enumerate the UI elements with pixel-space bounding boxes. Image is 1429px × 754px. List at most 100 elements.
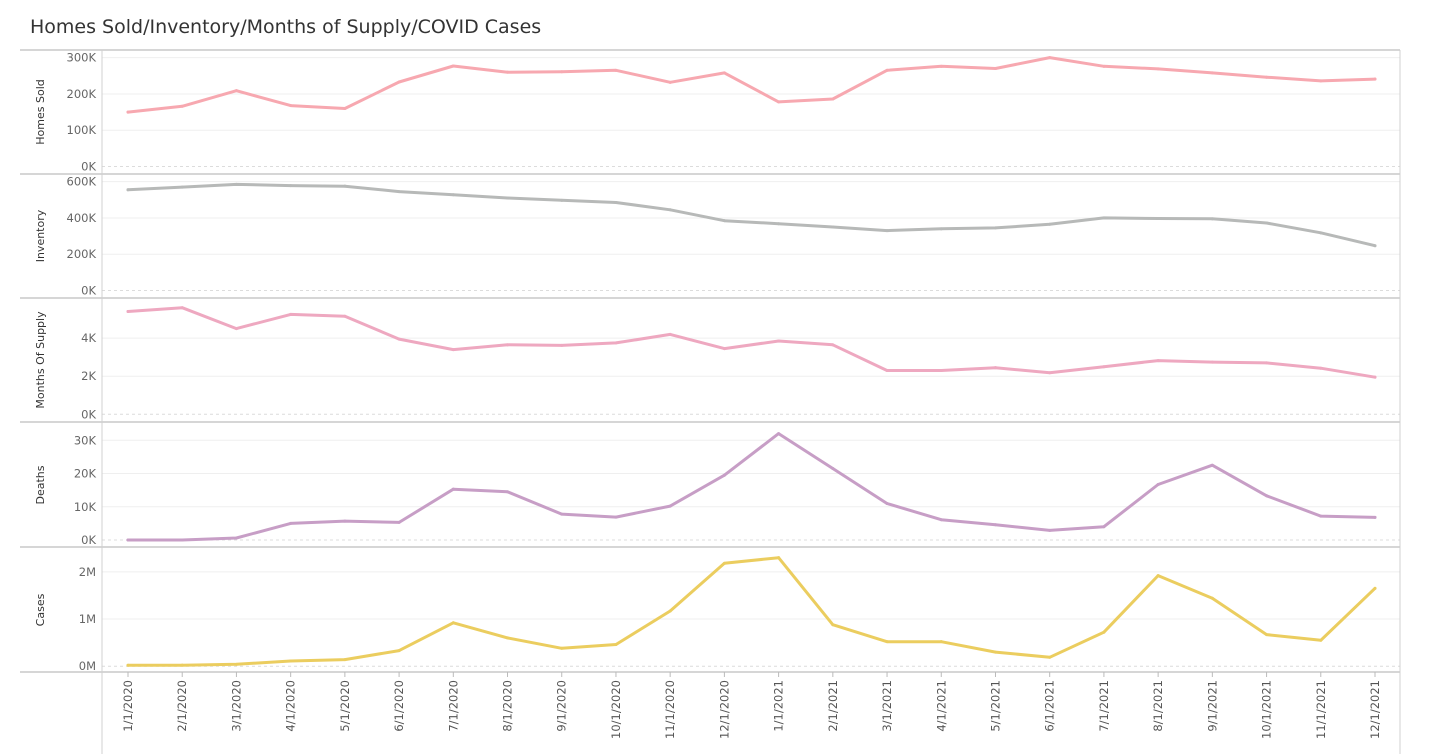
data-point <box>1319 514 1323 518</box>
data-point <box>1373 515 1377 519</box>
data-point <box>1373 375 1377 379</box>
y-tick-label: 200K <box>67 247 97 261</box>
data-point <box>1373 586 1377 590</box>
data-point <box>180 538 184 542</box>
chart-title: Homes Sold/Inventory/Months of Supply/CO… <box>30 16 542 38</box>
y-tick-label: 600K <box>67 175 97 189</box>
x-tick-label: 4/1/2020 <box>284 680 298 732</box>
data-point <box>831 623 835 627</box>
data-point <box>1265 221 1269 225</box>
data-point <box>1373 77 1377 81</box>
series-line-months-of-supply <box>126 306 1377 379</box>
data-point <box>614 201 618 205</box>
data-point <box>397 520 401 524</box>
data-point <box>1210 71 1214 75</box>
y-tick-label: 100K <box>67 123 97 137</box>
x-tick-label: 2/1/2020 <box>175 680 189 732</box>
data-point <box>1102 365 1106 369</box>
data-point <box>1319 79 1323 83</box>
data-point <box>939 369 943 373</box>
data-point <box>993 226 997 230</box>
data-point <box>1156 216 1160 220</box>
x-tick-label: 8/1/2021 <box>1151 680 1165 732</box>
data-point <box>180 104 184 108</box>
x-tick-label: 12/1/2021 <box>1368 680 1382 739</box>
data-point <box>614 341 618 345</box>
panel-deaths: 0K 10K 20K 30K Deaths <box>20 432 1400 548</box>
panel-homes-sold: 0K 100K 200K 300K Homes Sold <box>20 51 1400 175</box>
data-point <box>668 208 672 212</box>
y-axis-label: Homes Sold <box>34 79 47 144</box>
y-axis-label: Deaths <box>34 465 47 504</box>
data-point <box>234 182 238 186</box>
data-point <box>1102 525 1106 529</box>
data-point <box>993 650 997 654</box>
panel-cases: 0M 1M 2M Cases <box>20 556 1400 673</box>
data-point <box>668 609 672 613</box>
data-point <box>1156 483 1160 487</box>
data-point <box>831 225 835 229</box>
data-point <box>614 68 618 72</box>
data-point <box>1048 655 1052 659</box>
data-point <box>451 487 455 491</box>
data-point <box>1156 359 1160 363</box>
y-tick-label: 0K <box>81 160 96 174</box>
y-tick-label: 10K <box>74 500 97 514</box>
data-point <box>343 658 347 662</box>
data-point <box>1048 371 1052 375</box>
data-point <box>451 64 455 68</box>
data-point <box>1102 216 1106 220</box>
data-point <box>777 432 781 436</box>
data-point <box>343 184 347 188</box>
data-point <box>614 515 618 519</box>
y-axis-label: Months Of Supply <box>34 311 47 409</box>
data-point <box>180 306 184 310</box>
x-tick-label: 1/1/2021 <box>772 680 786 732</box>
x-tick-label: 10/1/2020 <box>609 680 623 739</box>
y-tick-label: 0K <box>81 407 96 421</box>
y-tick-label: 2K <box>81 369 96 383</box>
data-point <box>506 636 510 640</box>
data-point <box>885 369 889 373</box>
data-point <box>234 536 238 540</box>
data-point <box>939 64 943 68</box>
data-point <box>126 188 130 192</box>
y-tick-label: 2M <box>79 565 96 579</box>
data-point <box>560 70 564 74</box>
series-line-deaths <box>126 432 1377 542</box>
data-point <box>560 198 564 202</box>
data-point <box>560 512 564 516</box>
data-point <box>289 104 293 108</box>
data-point <box>1210 360 1214 364</box>
data-point <box>939 640 943 644</box>
data-point <box>668 504 672 508</box>
x-tick-label: 2/1/2021 <box>826 680 840 732</box>
y-tick-label: 0M <box>79 659 96 673</box>
data-point <box>506 343 510 347</box>
data-point <box>993 523 997 527</box>
y-tick-label: 4K <box>81 331 96 345</box>
data-point <box>722 561 726 565</box>
x-tick-label: 7/1/2021 <box>1097 680 1111 732</box>
data-point <box>777 100 781 104</box>
data-point <box>939 227 943 231</box>
y-tick-label: 400K <box>67 211 97 225</box>
data-point <box>126 310 130 314</box>
x-tick-label: 5/1/2020 <box>338 680 352 732</box>
data-point <box>1319 231 1323 235</box>
data-point <box>1319 366 1323 370</box>
data-point <box>234 662 238 666</box>
data-point <box>126 110 130 114</box>
data-point <box>1048 56 1052 60</box>
data-point <box>1319 638 1323 642</box>
x-tick-label: 3/1/2020 <box>229 680 243 732</box>
data-point <box>1102 64 1106 68</box>
x-tick-label: 1/1/2020 <box>121 680 135 732</box>
data-point <box>451 193 455 197</box>
data-point <box>234 89 238 93</box>
data-point <box>1102 630 1106 634</box>
data-point <box>126 663 130 667</box>
data-point <box>126 538 130 542</box>
data-point <box>560 646 564 650</box>
data-point <box>451 621 455 625</box>
